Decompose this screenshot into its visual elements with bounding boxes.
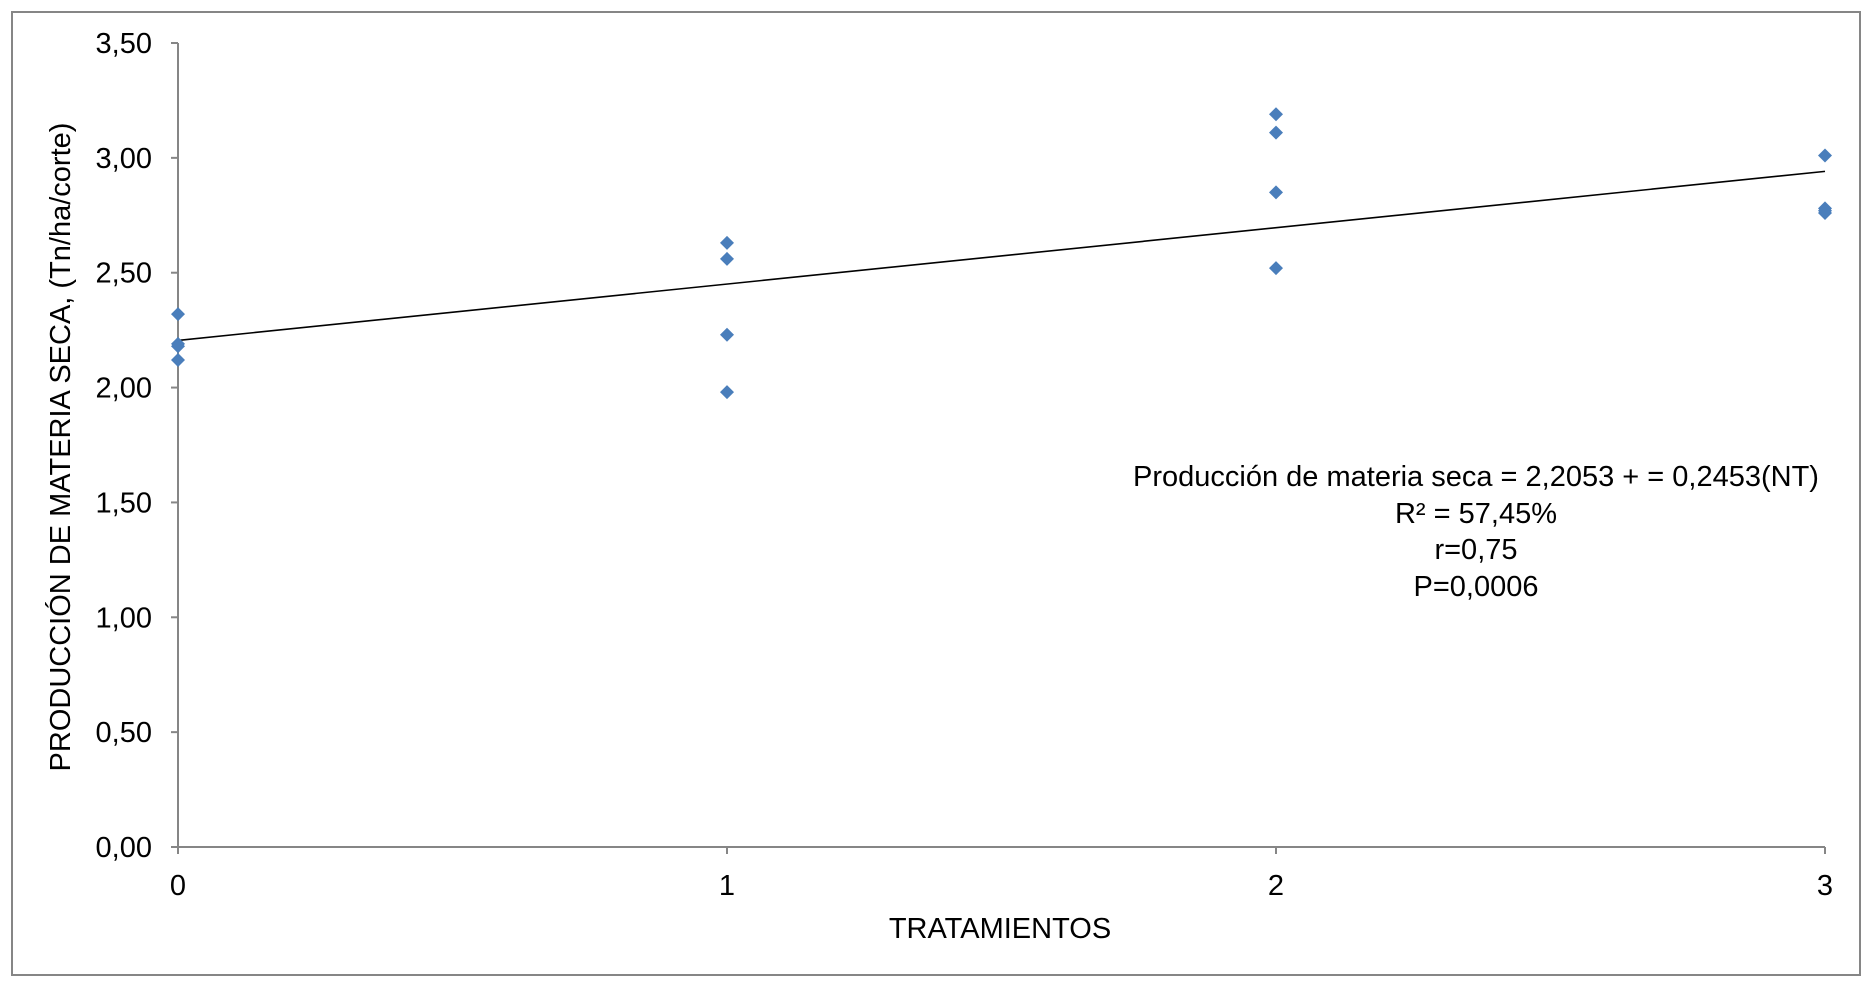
y-tick-label: 1,50 bbox=[96, 487, 152, 519]
x-tick-label: 1 bbox=[719, 870, 735, 902]
y-tick-label: 1,00 bbox=[96, 602, 152, 634]
data-point bbox=[1269, 125, 1283, 140]
data-point bbox=[1269, 107, 1283, 122]
x-tick-label: 0 bbox=[170, 870, 186, 902]
y-tick-label: 3,00 bbox=[96, 143, 152, 175]
data-point bbox=[171, 339, 185, 354]
correlation-label: r=0,75 bbox=[1434, 534, 1517, 566]
y-tick-label: 2,00 bbox=[96, 373, 152, 405]
x-tick-label: 3 bbox=[1817, 870, 1833, 902]
y-tick-label: 3,50 bbox=[96, 28, 152, 60]
data-point bbox=[720, 327, 734, 342]
regression-annotation: Producción de materia seca = 2,2053 + = … bbox=[1133, 461, 1819, 603]
regression-equation: Producción de materia seca = 2,2053 + = … bbox=[1133, 461, 1819, 493]
x-tick-label: 2 bbox=[1268, 870, 1284, 902]
data-point bbox=[171, 353, 185, 368]
p-value-label: P=0,0006 bbox=[1414, 571, 1539, 603]
data-point bbox=[720, 385, 734, 400]
r-squared-label: R² = 57,45% bbox=[1395, 498, 1557, 530]
data-point bbox=[1818, 148, 1832, 163]
chart-border bbox=[11, 11, 1861, 976]
y-tick-label: 2,50 bbox=[96, 258, 152, 290]
y-tick-label: 0,00 bbox=[96, 832, 152, 864]
x-axis-ticks: 0 1 2 3 bbox=[170, 847, 1833, 902]
y-tick-label: 0,50 bbox=[96, 717, 152, 749]
data-point bbox=[720, 251, 734, 266]
trendline bbox=[177, 170, 1826, 342]
y-axis-ticks: 0,00 0,50 1,00 1,50 2,00 2,50 3,00 3,50 bbox=[96, 28, 178, 864]
data-point bbox=[171, 307, 185, 322]
data-points bbox=[171, 107, 1832, 400]
data-point bbox=[720, 235, 734, 250]
data-point bbox=[1818, 205, 1832, 220]
data-point bbox=[1269, 261, 1283, 276]
x-axis-title: TRATAMIENTOS bbox=[889, 913, 1111, 945]
y-axis-title: PRODUCCIÓN DE MATERIA SECA, (Tn/ha/corte… bbox=[44, 123, 77, 772]
data-point bbox=[1269, 185, 1283, 200]
